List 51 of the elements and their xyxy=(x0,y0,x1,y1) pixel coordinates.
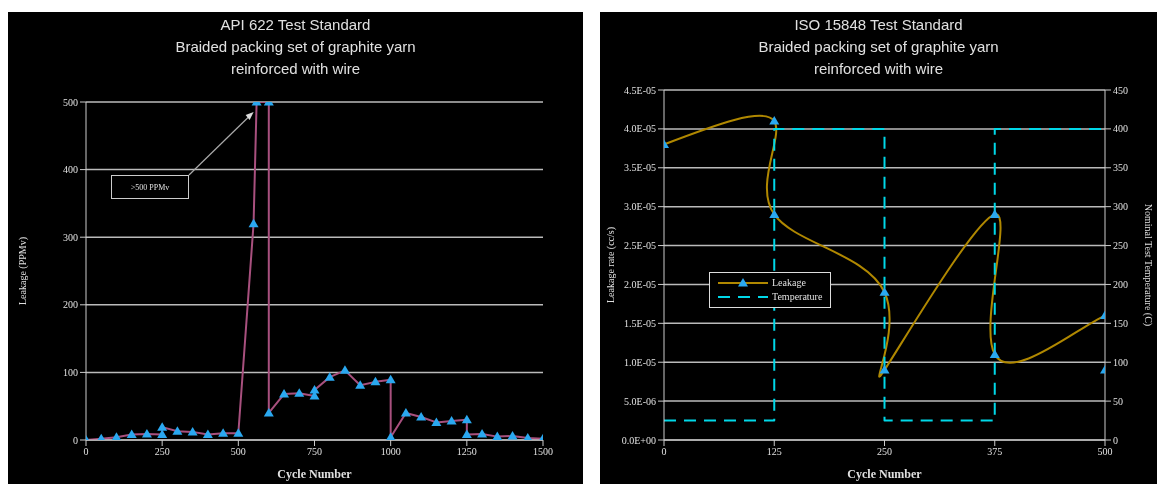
y-tick-label: 2.5E-05 xyxy=(624,240,656,252)
y-axis-title: Leakage rate (cc/s) xyxy=(604,226,617,304)
y-tick-label: 2.0E-05 xyxy=(624,278,656,290)
y-tick-label: 5.0E-06 xyxy=(624,395,656,407)
chart-subtitle: Braided packing set of graphite yarn reinforced with wire xyxy=(757,37,1000,79)
legend-label: Temperature xyxy=(772,290,823,304)
x-tick-label: 1500 xyxy=(533,446,553,458)
y-tick-label: 100 xyxy=(63,366,78,378)
x-tick-label: 0 xyxy=(83,446,89,458)
callout: >500 PPMv xyxy=(111,112,254,199)
y-tick-label: 1.0E-05 xyxy=(624,356,656,368)
x-tick-label: 750 xyxy=(307,446,322,458)
x-tick-label: 250 xyxy=(154,446,170,458)
chart-subtitle: Braided packing set of graphite yarn reinforced with wire xyxy=(174,37,417,79)
y2-tick-label: 0 xyxy=(1113,434,1118,446)
x-axis-title: Cycle Number xyxy=(277,467,353,481)
chart-title: API 622 Test Standard xyxy=(219,15,372,35)
legend-label: Leakage xyxy=(772,276,806,290)
y-tick-label: 4.0E-05 xyxy=(624,123,656,135)
y-tick-label: 300 xyxy=(63,231,78,243)
annotation: >500 PPMv xyxy=(111,175,189,199)
y2-tick-label: 350 xyxy=(1113,162,1128,174)
y-tick-label: 0 xyxy=(73,434,78,446)
y2-tick-label: 300 xyxy=(1113,201,1128,213)
y-tick-label: 3.5E-05 xyxy=(624,162,656,174)
x-tick-label: 1250 xyxy=(456,446,477,458)
y2-tick-label: 150 xyxy=(1113,317,1128,329)
y-tick-label: 500 xyxy=(63,96,78,108)
y-axis-title: Leakage (PPMv) xyxy=(16,236,29,306)
y-tick-label: 400 xyxy=(63,164,78,176)
y2-tick-label: 100 xyxy=(1113,356,1128,368)
x-tick-label: 500 xyxy=(230,446,246,458)
y-tick-label: 4.5E-05 xyxy=(624,84,656,96)
y-tick-label: 1.5E-05 xyxy=(624,317,656,329)
x-tick-label: 375 xyxy=(987,446,1003,458)
x-tick-label: 250 xyxy=(877,446,892,458)
y2-tick-label: 450 xyxy=(1113,84,1128,96)
y2-tick-label: 200 xyxy=(1113,278,1128,290)
chart-title: ISO 15848 Test Standard xyxy=(793,15,964,35)
y-tick-label: 3.0E-05 xyxy=(624,201,656,213)
y2-tick-label: 400 xyxy=(1113,123,1128,135)
x-tick-label: 1000 xyxy=(380,446,401,458)
x-tick-label: 0 xyxy=(661,446,667,458)
y2-tick-label: 50 xyxy=(1113,395,1123,407)
x-tick-label: 500 xyxy=(1097,446,1113,458)
x-tick-label: 125 xyxy=(766,446,782,458)
y-tick-label: 0.0E+00 xyxy=(621,434,656,446)
y2-tick-label: 250 xyxy=(1113,240,1128,252)
y-tick-label: 200 xyxy=(63,299,78,311)
x-axis-title: Cycle Number xyxy=(847,467,923,481)
y2-axis-title: Nominal Test Temperature (C) xyxy=(1142,203,1155,327)
